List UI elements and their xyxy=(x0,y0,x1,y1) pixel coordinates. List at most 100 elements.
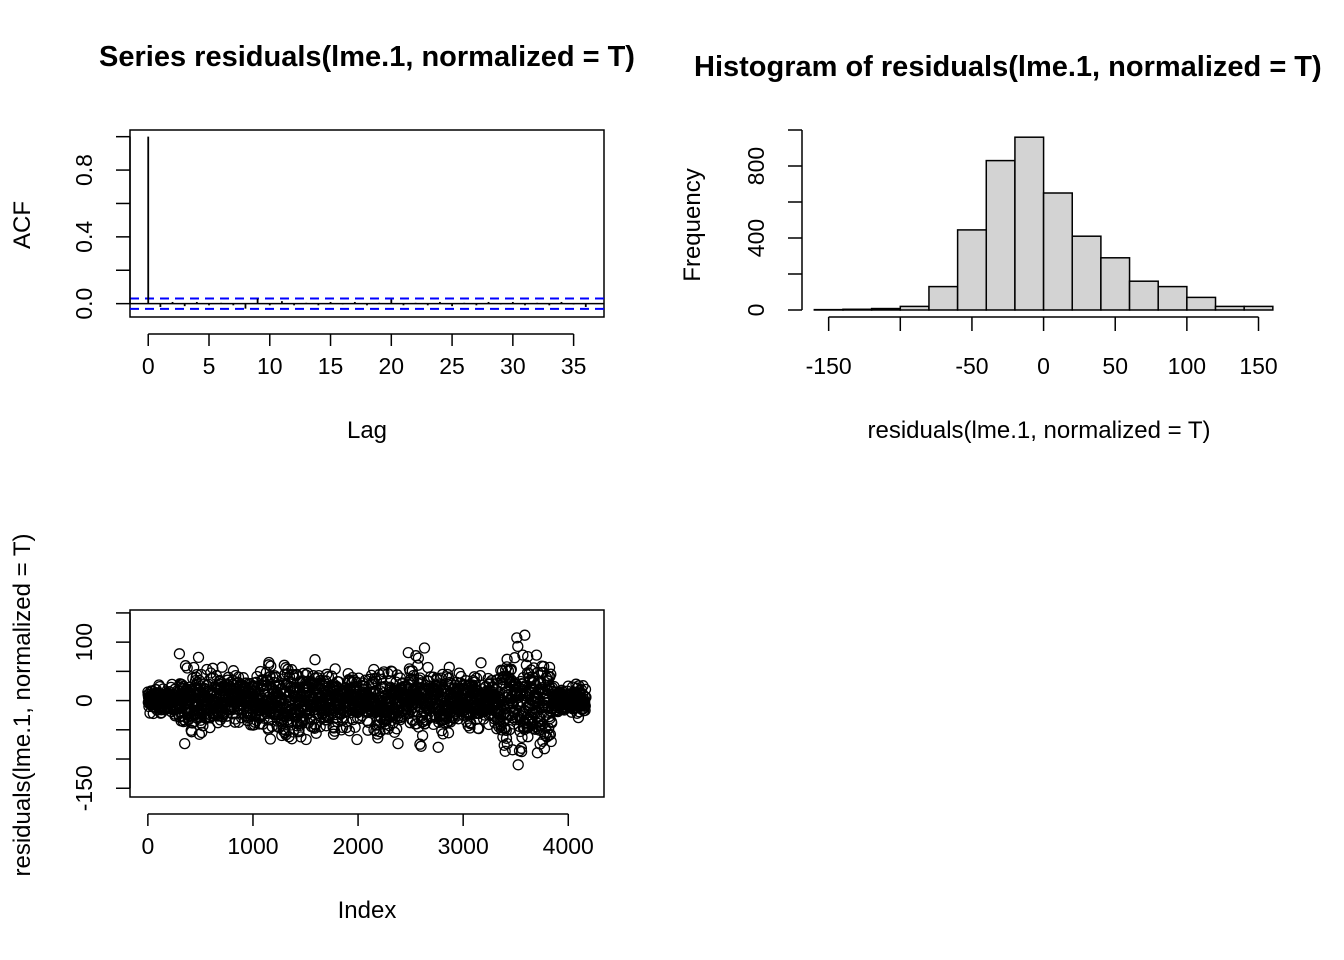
index-x-tick-label: 2000 xyxy=(332,833,383,859)
index-marks xyxy=(142,629,592,771)
scatter-point xyxy=(402,646,414,659)
histogram-y-axis: 0 400 800 xyxy=(743,129,803,317)
scatter-point xyxy=(511,632,523,644)
acf-x-tick-label: 0 xyxy=(142,353,155,379)
histogram-x-tick-label: 100 xyxy=(1168,353,1206,379)
acf-panel: Series residuals(lme.1, normalized = T) … xyxy=(9,41,635,444)
histogram-x-label: residuals(lme.1, normalized = T) xyxy=(867,417,1210,444)
scatter-point xyxy=(320,720,332,732)
index-x-label: Index xyxy=(338,897,397,924)
scatter-point xyxy=(509,652,521,664)
scatter-point xyxy=(580,691,592,703)
histogram-bar xyxy=(1042,192,1073,311)
index-y-label: residuals(lme.1, normalized = T) xyxy=(9,533,36,876)
scatter-point xyxy=(216,661,228,673)
scatter-point xyxy=(517,649,529,661)
scatter-point xyxy=(525,664,537,676)
scatter-point xyxy=(280,729,292,741)
scatter-point xyxy=(370,675,383,687)
scatter-point xyxy=(487,681,499,693)
scatter-point xyxy=(179,660,192,672)
scatter-point xyxy=(522,650,534,663)
scatter-point xyxy=(522,731,534,743)
index-y-axis: -150 0 100 xyxy=(71,612,131,811)
scatter-point xyxy=(545,668,557,680)
scatter-point xyxy=(293,724,305,736)
index-x-tick-label: 4000 xyxy=(543,833,594,859)
acf-x-tick-label: 25 xyxy=(439,353,465,379)
scatter-point xyxy=(539,729,552,741)
histogram-x-tick-label: 150 xyxy=(1239,353,1277,379)
scatter-point xyxy=(191,668,203,681)
histogram-title: Histogram of residuals(lme.1, normalized… xyxy=(694,51,1322,83)
scatter-point xyxy=(579,696,591,708)
acf-x-tick-label: 35 xyxy=(561,353,587,379)
scatter-point xyxy=(418,642,431,654)
acf-y-tick-label: 0.4 xyxy=(71,221,97,253)
index-x-tick-label: 0 xyxy=(141,833,154,859)
scatter-point xyxy=(196,726,208,739)
scatter-point xyxy=(214,714,227,726)
scatter-point xyxy=(503,723,516,736)
scatter-point xyxy=(280,662,292,674)
scatter-point xyxy=(412,652,425,664)
histogram-x-tick-label: -50 xyxy=(955,353,988,379)
scatter-point xyxy=(310,727,322,739)
scatter-point xyxy=(579,700,591,712)
histogram-x-axis: -150 -50 0 50 100 150 xyxy=(806,316,1278,379)
acf-title: Series residuals(lme.1, normalized = T) xyxy=(99,41,635,73)
scatter-point xyxy=(308,721,320,733)
histogram-bar xyxy=(1128,280,1159,311)
histogram-y-tick-label: 800 xyxy=(743,147,769,185)
histogram-bar xyxy=(985,159,1016,311)
acf-y-axis: 0.0 0.4 0.8 xyxy=(71,135,131,320)
scatter-point xyxy=(515,745,528,758)
histogram-bar xyxy=(1071,235,1102,311)
scatter-point xyxy=(265,660,277,672)
histogram-bar xyxy=(1014,136,1045,311)
scatter-point xyxy=(415,740,427,752)
scatter-point xyxy=(183,713,195,725)
scatter-point xyxy=(201,663,213,676)
histogram-bar xyxy=(1100,257,1131,311)
scatter-point xyxy=(300,733,312,746)
scatter-point xyxy=(517,687,529,700)
acf-y-tick-label: 0.0 xyxy=(71,288,97,320)
scatter-point xyxy=(340,721,353,734)
scatter-point xyxy=(465,716,477,729)
scatter-point xyxy=(501,653,513,665)
histogram-bar xyxy=(842,308,873,311)
scatter-point xyxy=(295,731,307,743)
histogram-bar xyxy=(899,305,930,311)
histogram-y-tick-label: 400 xyxy=(743,219,769,257)
scatter-point xyxy=(546,717,558,729)
scatter-point xyxy=(505,663,517,675)
scatter-point xyxy=(392,737,404,750)
scatter-point xyxy=(499,745,511,757)
scatter-point xyxy=(362,724,374,736)
scatter-point xyxy=(443,661,455,673)
scatter-point xyxy=(264,733,277,745)
scatter-point xyxy=(473,722,485,735)
index-y-tick-label: -150 xyxy=(71,765,97,811)
scatter-point xyxy=(437,728,449,740)
scatter-point xyxy=(192,651,205,664)
scatter-point xyxy=(544,728,557,741)
acf-x-tick-label: 15 xyxy=(318,353,344,379)
scatter-point xyxy=(522,722,534,734)
index-y-tick-label: 0 xyxy=(71,694,97,707)
histogram-y-tick-label: 0 xyxy=(743,304,769,317)
histogram-y-label: Frequency xyxy=(679,168,706,281)
acf-x-label: Lag xyxy=(347,417,387,444)
scatter-point xyxy=(375,673,388,685)
scatter-point xyxy=(351,733,363,746)
scatter-point xyxy=(181,662,193,674)
scatter-point xyxy=(530,649,543,661)
acf-plot-frame xyxy=(129,129,605,318)
scatter-point xyxy=(474,669,487,682)
index-y-tick-label: 100 xyxy=(71,623,97,661)
scatter-point xyxy=(442,727,455,739)
scatter-point xyxy=(538,743,551,755)
histogram-bar xyxy=(1186,296,1217,311)
